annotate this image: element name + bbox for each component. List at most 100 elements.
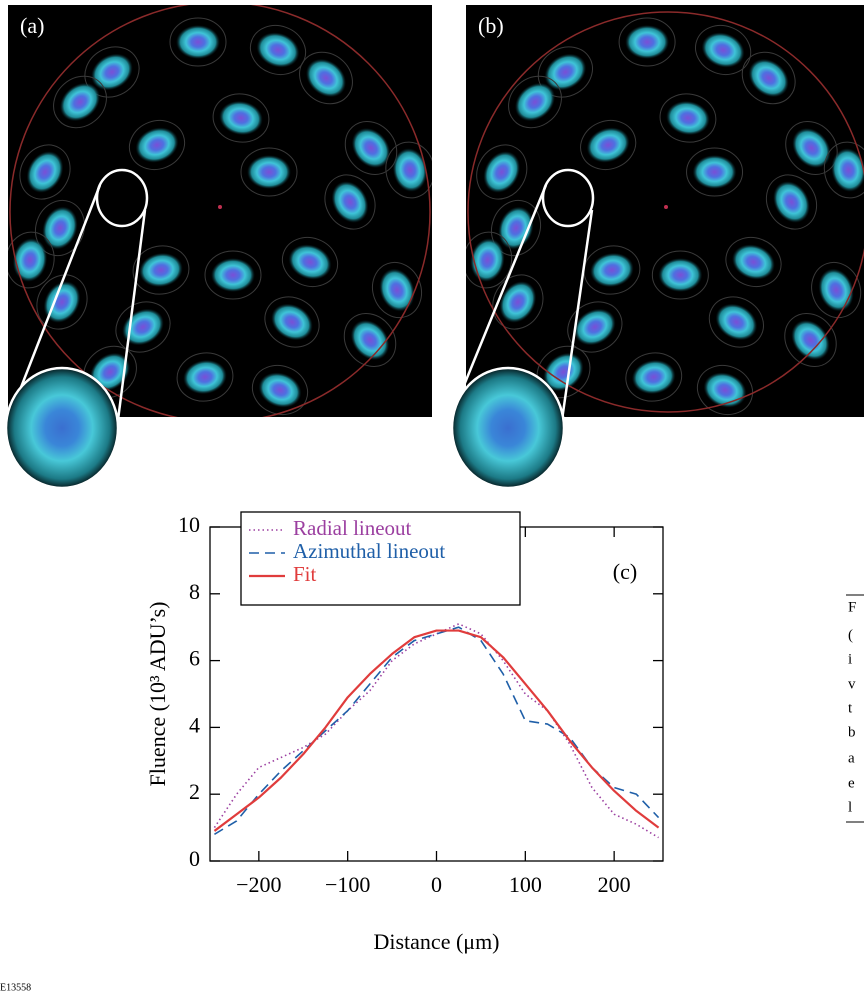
- spots: [466, 17, 864, 416]
- aperture-circle: [467, 11, 864, 413]
- spot: [791, 319, 830, 361]
- spot: [219, 100, 263, 136]
- spot-halo: [36, 274, 88, 330]
- spot: [350, 319, 390, 361]
- spot: [183, 359, 227, 395]
- spot: [26, 151, 64, 193]
- spot-halo: [34, 199, 86, 257]
- spot: [392, 148, 428, 192]
- caption-line: t: [848, 700, 853, 716]
- spot: [256, 32, 300, 68]
- spot: [288, 244, 332, 280]
- spot: [715, 303, 758, 341]
- y-tick-label: 2: [189, 779, 200, 804]
- spot: [543, 352, 584, 392]
- spot: [658, 258, 703, 292]
- y-tick-label: 4: [189, 712, 200, 737]
- series-line: [213, 629, 660, 832]
- spot: [544, 53, 587, 91]
- spot: [91, 53, 133, 91]
- spot: [590, 252, 634, 288]
- zoom-circle: [95, 168, 149, 228]
- caption-line: a: [848, 750, 855, 766]
- series-line: [213, 623, 659, 839]
- spot: [122, 308, 164, 346]
- center-mark: [664, 205, 668, 209]
- caption-line: i: [848, 651, 852, 667]
- spot: [43, 281, 81, 323]
- aperture-circle: [9, 5, 431, 417]
- spot: [139, 252, 183, 288]
- spot-halo: [344, 121, 398, 175]
- zoom-line: [560, 209, 594, 421]
- spot-halo: [132, 245, 190, 295]
- panel-label: (c): [613, 559, 637, 584]
- spot-halo: [343, 313, 397, 367]
- x-tick-label: 0: [431, 872, 442, 897]
- spot: [247, 155, 291, 189]
- zoom-a: [4, 168, 149, 490]
- spot-halo: [53, 75, 107, 129]
- x-axis-label: Distance (μm): [373, 929, 499, 954]
- spot: [573, 308, 616, 346]
- zoom-circle: [541, 168, 595, 228]
- spot: [586, 127, 630, 163]
- x-tick-label: −100: [325, 872, 370, 897]
- spot-halo: [264, 296, 320, 348]
- spot: [258, 372, 302, 408]
- spot-halo: [115, 301, 171, 353]
- spot: [748, 58, 789, 98]
- spot: [89, 352, 131, 392]
- spot-halo: [212, 93, 270, 143]
- y-axis-label: Fluence (10³ ADU’s): [145, 601, 170, 786]
- figure-id: E13558: [0, 982, 31, 992]
- spot-halo: [659, 93, 717, 143]
- spot: [12, 238, 48, 282]
- spot: [271, 303, 313, 341]
- spot: [499, 281, 537, 323]
- spot-halo: [580, 119, 637, 171]
- panel-label: (b): [478, 13, 504, 38]
- spot-halo: [251, 364, 309, 416]
- zoom-line: [116, 209, 147, 421]
- caption-line: e: [848, 775, 855, 791]
- zoom-inset: [450, 366, 566, 490]
- spot-halo: [725, 236, 782, 288]
- spot-halo: [476, 144, 528, 200]
- spot-halo: [686, 147, 744, 197]
- spots: [8, 17, 432, 416]
- legend-label: Fit: [293, 562, 317, 586]
- image-panel: (b): [466, 5, 864, 417]
- spot: [483, 151, 521, 193]
- spot: [305, 58, 347, 98]
- spot-halo: [128, 119, 186, 171]
- spot-halo: [785, 121, 838, 175]
- caption-line: b: [848, 724, 856, 740]
- spot-halo: [695, 24, 752, 76]
- spot-halo: [281, 236, 339, 288]
- spot: [692, 155, 737, 189]
- spot: [514, 82, 556, 122]
- spot-halo: [625, 352, 683, 402]
- image-panel: (a): [8, 5, 432, 417]
- chart: −200 −100 0 100 200 0 2 4 6 8 10 Distance (μm) Fluen…: [145, 511, 664, 954]
- y-tick-label: 6: [189, 646, 200, 671]
- spot: [135, 127, 179, 163]
- series-line: [214, 626, 660, 835]
- y-tick-label: 0: [189, 846, 200, 871]
- caption-line: F: [848, 599, 856, 615]
- spot-halo: [324, 174, 376, 230]
- zoom-b: [450, 168, 595, 490]
- spot-halo: [708, 296, 764, 348]
- y-tick-label: 8: [189, 579, 200, 604]
- spot: [792, 127, 831, 169]
- spot: [59, 82, 101, 122]
- caption-line: l: [848, 799, 852, 815]
- x-tick-label: 100: [509, 872, 542, 897]
- spot-halo: [19, 144, 71, 200]
- spot-halo: [811, 261, 862, 319]
- spot: [831, 148, 864, 192]
